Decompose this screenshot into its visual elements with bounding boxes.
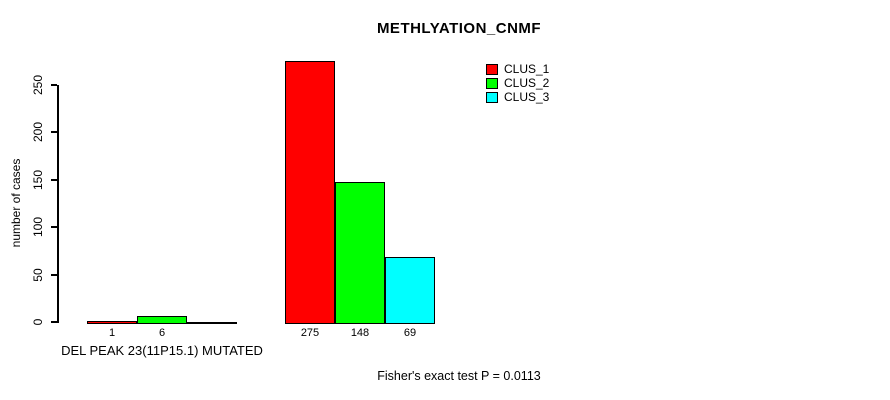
y-axis-tick bbox=[51, 273, 57, 276]
y-axis-tick bbox=[51, 321, 57, 323]
legend-swatch-clus_2 bbox=[486, 77, 498, 89]
y-axis-tick bbox=[51, 131, 57, 134]
legend-item: CLUS_2 bbox=[486, 76, 549, 90]
y-axis-tick-label: 250 bbox=[31, 74, 45, 96]
bar-clus_2-group2 bbox=[335, 182, 385, 324]
bar-value-label: 148 bbox=[350, 327, 370, 339]
legend-label: CLUS_1 bbox=[504, 62, 550, 76]
bar-value-label: 6 bbox=[158, 327, 166, 339]
y-axis-tick-label: 150 bbox=[31, 169, 45, 190]
y-axis-tick-label: 50 bbox=[31, 267, 45, 282]
x-axis-group-label: DEL PEAK 23(11P15.1) MUTATED bbox=[61, 343, 263, 358]
chart-title: METHLYATION_CNMF bbox=[376, 20, 542, 37]
legend: CLUS_1 CLUS_2 CLUS_3 bbox=[486, 62, 549, 104]
bar-value-label: 1 bbox=[108, 327, 116, 339]
y-axis-tick-label: 200 bbox=[31, 122, 45, 143]
legend-swatch-clus_3 bbox=[486, 91, 498, 103]
bar-clus_1-group1 bbox=[87, 321, 137, 324]
y-axis-tick bbox=[51, 84, 57, 86]
fisher-test-annotation: Fisher's exact test P = 0.0113 bbox=[377, 369, 541, 383]
y-axis-tick bbox=[51, 226, 57, 229]
bar-value-label: 275 bbox=[300, 327, 320, 339]
y-axis-tick bbox=[51, 178, 57, 181]
y-axis-tick-label: 100 bbox=[31, 217, 45, 238]
legend-label: CLUS_2 bbox=[504, 76, 550, 90]
legend-item: CLUS_1 bbox=[486, 62, 549, 76]
legend-label: CLUS_3 bbox=[504, 90, 550, 104]
legend-swatch-clus_1 bbox=[486, 63, 498, 75]
bar-value-label: 69 bbox=[403, 327, 417, 339]
bar-clus_1-group2 bbox=[285, 61, 335, 324]
bar-clus_3-group2 bbox=[385, 257, 435, 324]
legend-item: CLUS_3 bbox=[486, 90, 549, 104]
y-axis-label: number of cases bbox=[9, 158, 23, 248]
y-axis-line bbox=[57, 85, 59, 323]
bar-clus_2-group1 bbox=[137, 316, 187, 324]
y-axis-tick-label: 0 bbox=[31, 318, 45, 326]
